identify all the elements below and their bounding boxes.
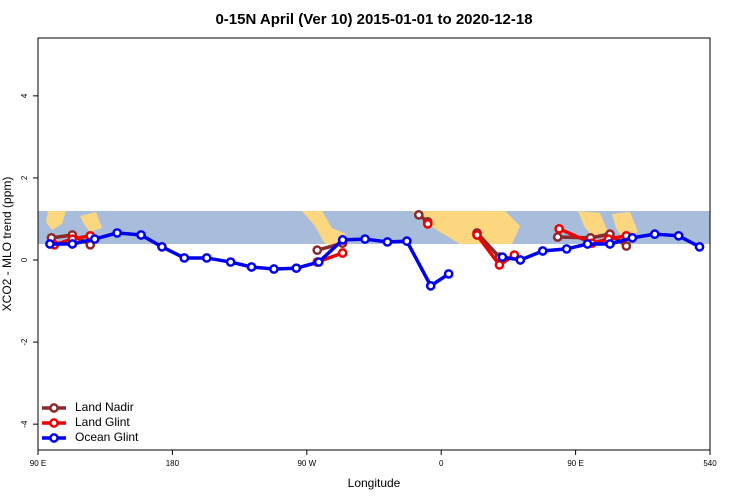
y-tick-label: -4	[20, 420, 29, 428]
land	[302, 211, 346, 244]
point	[360, 234, 370, 244]
point	[494, 260, 505, 270]
point	[382, 237, 393, 247]
point	[402, 236, 412, 246]
point	[225, 257, 236, 267]
point	[201, 253, 212, 263]
y-tick-label: -2	[20, 338, 29, 346]
point	[112, 228, 122, 238]
x-tick-label: 180	[166, 459, 180, 468]
point	[649, 229, 660, 240]
x-tick-label: 90 E	[30, 459, 46, 468]
point	[337, 235, 348, 245]
x-tick-label: 90 E	[567, 459, 583, 468]
y-tick-label: 4	[20, 93, 29, 98]
point	[694, 242, 705, 252]
point	[497, 252, 508, 262]
legend-label: Land Glint	[75, 415, 130, 429]
point	[605, 239, 615, 249]
point	[246, 262, 257, 272]
point	[552, 232, 563, 242]
point	[269, 264, 279, 274]
legend-marker	[49, 433, 59, 443]
point	[554, 223, 565, 234]
point	[422, 219, 433, 229]
chart-title: 0-15N April (Ver 10) 2015-01-01 to 2020-…	[215, 11, 532, 28]
x-tick-label: 90 W	[297, 459, 316, 468]
point	[45, 239, 55, 249]
y-axis-label: XCO2 - MLO trend (ppm)	[0, 177, 14, 312]
point	[337, 248, 348, 258]
point	[515, 255, 526, 265]
land	[46, 211, 66, 230]
point	[89, 234, 100, 244]
point	[472, 230, 482, 240]
land	[80, 212, 102, 232]
point	[413, 210, 424, 220]
point	[313, 257, 324, 267]
point	[537, 246, 548, 256]
point	[157, 242, 167, 252]
land	[412, 211, 520, 244]
point	[425, 281, 436, 291]
point	[627, 232, 638, 243]
land	[578, 211, 608, 236]
y-tick-label: 2	[20, 175, 29, 180]
point	[673, 230, 684, 241]
x-tick-label: 540	[703, 459, 717, 468]
point	[621, 241, 632, 251]
point	[443, 269, 454, 279]
point	[67, 239, 78, 249]
point	[582, 239, 593, 249]
y-tick-label: 0	[20, 257, 29, 262]
x-axis-label: Longitude	[348, 476, 401, 490]
point	[561, 244, 572, 254]
point	[136, 230, 146, 240]
point	[179, 253, 190, 263]
legend-label: Land Nadir	[75, 400, 134, 414]
x-tick-label: 0	[439, 459, 444, 468]
plot-frame	[37, 37, 711, 451]
legend-marker	[49, 403, 59, 413]
legend-marker	[49, 418, 59, 428]
point	[312, 245, 323, 256]
point	[291, 263, 302, 274]
land	[612, 212, 638, 240]
legend-label: Ocean Glint	[75, 430, 139, 444]
